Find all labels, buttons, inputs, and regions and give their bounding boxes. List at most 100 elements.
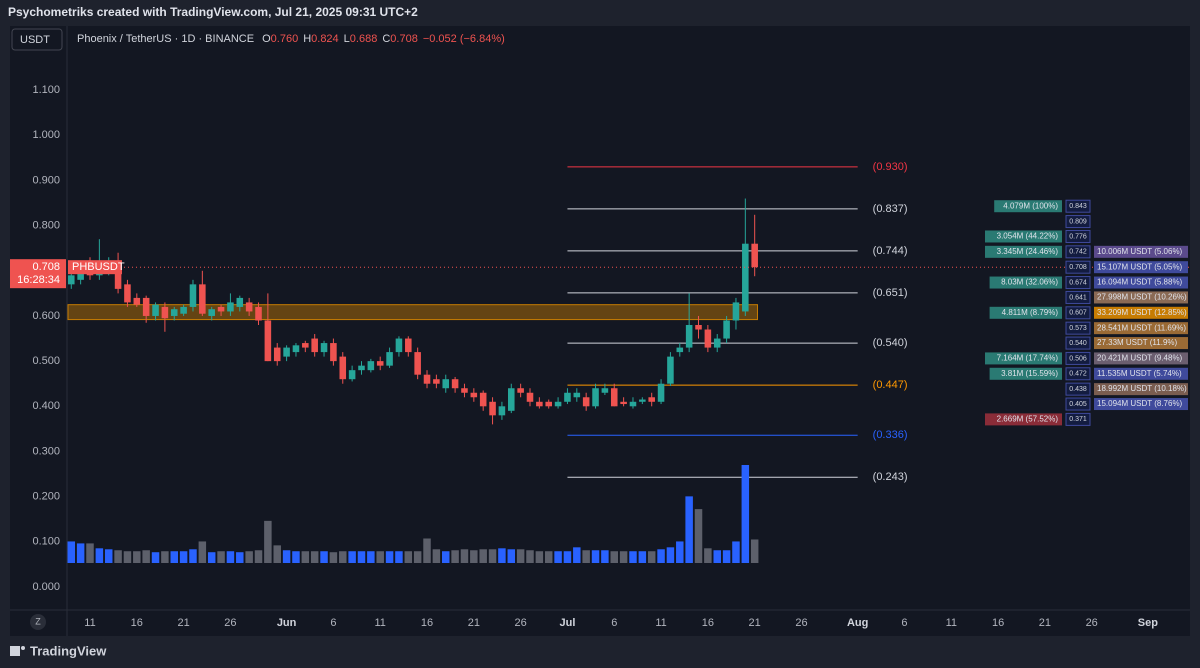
profile-left: 3.345M (24.46%) bbox=[997, 247, 1059, 256]
currency-button[interactable] bbox=[11, 28, 63, 51]
fib-label: (0.744) bbox=[873, 245, 908, 257]
candle-body bbox=[292, 345, 300, 353]
candle-body bbox=[273, 347, 281, 362]
profile-right: 15.094M USDT (8.76%) bbox=[1097, 399, 1183, 408]
ohlc-key: O bbox=[262, 33, 271, 45]
x-tick-label: 16 bbox=[421, 617, 433, 629]
volume-bar bbox=[301, 551, 310, 563]
candle-body bbox=[170, 309, 178, 316]
ohlc-value: 0.688 bbox=[350, 33, 378, 45]
symbol-tag bbox=[68, 260, 122, 275]
profile-price-cell bbox=[1065, 397, 1091, 411]
ohlc-value: 0.708 bbox=[390, 33, 418, 45]
symbol-legend: Phoenix / TetherUS · 1D · BINANCE O0.760 H… bbox=[77, 33, 505, 45]
profile-price: 0.708 bbox=[1069, 264, 1087, 271]
volume-bar bbox=[554, 551, 562, 563]
profile-right-box bbox=[1094, 367, 1188, 380]
volume-bar bbox=[376, 551, 384, 563]
candle-body bbox=[133, 297, 141, 305]
candle-body bbox=[367, 361, 375, 371]
volume-bar bbox=[470, 550, 478, 563]
profile-right-box bbox=[1094, 383, 1188, 396]
profile-right: 18.992M USDT (10.18%) bbox=[1097, 384, 1187, 393]
brand-logo bbox=[10, 646, 25, 656]
profile-right: 16.094M USDT (5.88%) bbox=[1097, 278, 1183, 287]
y-tick-label: 0.600 bbox=[32, 310, 60, 322]
profile-right: 10.006M USDT (5.06%) bbox=[1097, 247, 1183, 256]
profile-price: 0.809 bbox=[1069, 218, 1087, 225]
volume-bar bbox=[413, 551, 422, 563]
volume-bar bbox=[67, 541, 76, 563]
candle-body bbox=[208, 309, 215, 316]
candle-body bbox=[620, 401, 627, 405]
x-tick-label: 6 bbox=[901, 617, 907, 629]
candle-body bbox=[114, 261, 122, 289]
currency-button-label[interactable]: USDT bbox=[20, 34, 50, 46]
profile-left: 4.079M (100%) bbox=[1003, 201, 1058, 210]
candle-body bbox=[433, 379, 440, 384]
volume-bar bbox=[451, 550, 459, 563]
candle-body bbox=[423, 374, 431, 384]
fib-label: (0.243) bbox=[873, 471, 908, 483]
profile-right: 27.998M USDT (10.26%) bbox=[1097, 293, 1187, 302]
x-tick-label: 26 bbox=[224, 617, 236, 629]
x-tick-label: 11 bbox=[84, 617, 95, 629]
volume-bar bbox=[544, 551, 553, 563]
candle-body bbox=[639, 399, 646, 402]
zoom-button-label[interactable]: Z bbox=[35, 616, 41, 626]
logo-mark bbox=[21, 646, 25, 650]
profile-right-box bbox=[1094, 306, 1188, 319]
profile-price: 0.405 bbox=[1069, 401, 1087, 408]
volume-bar bbox=[647, 551, 656, 563]
candle-body bbox=[302, 343, 309, 348]
volume-bar bbox=[732, 541, 740, 563]
x-tick-label: 16 bbox=[131, 617, 143, 629]
profile-left-box bbox=[985, 352, 1062, 365]
profile-left-box bbox=[989, 306, 1062, 319]
candle-body bbox=[573, 392, 581, 398]
candle-body bbox=[582, 397, 590, 407]
candle-body bbox=[517, 388, 524, 393]
volume-bar bbox=[236, 552, 244, 563]
candle-body bbox=[470, 392, 478, 398]
fib-label: (0.540) bbox=[873, 337, 908, 349]
volume-bar bbox=[198, 541, 207, 563]
volume-bar bbox=[432, 549, 441, 563]
zoom-button[interactable] bbox=[30, 614, 46, 630]
candle-body bbox=[742, 243, 749, 312]
candle-body bbox=[142, 297, 150, 316]
candle-body bbox=[442, 379, 450, 389]
profile-price: 0.506 bbox=[1069, 355, 1087, 362]
candle-body bbox=[217, 306, 225, 312]
profile-left-box bbox=[985, 245, 1062, 258]
volume-bar bbox=[123, 551, 132, 563]
volume-bar bbox=[657, 549, 665, 563]
volume-bar bbox=[442, 551, 450, 563]
volume-bar bbox=[563, 551, 572, 563]
candle-body bbox=[676, 347, 684, 353]
volume-bar bbox=[713, 550, 721, 563]
profile-price-cell bbox=[1065, 245, 1091, 259]
x-tick-label: 11 bbox=[655, 617, 666, 629]
profile-price: 0.674 bbox=[1069, 279, 1087, 286]
profile-right: 27.33M USDT (11.9%) bbox=[1097, 338, 1178, 347]
profile-price-cell bbox=[1065, 382, 1091, 396]
volume-bar bbox=[610, 551, 618, 563]
chart-area bbox=[10, 26, 1190, 636]
x-tick-label: 26 bbox=[515, 617, 527, 629]
fib-label: (0.336) bbox=[873, 429, 908, 441]
y-tick-label: 0.800 bbox=[32, 220, 60, 232]
ohlc-value: 0.760 bbox=[271, 33, 299, 45]
volume-bar bbox=[367, 551, 375, 563]
candle-body bbox=[564, 392, 571, 402]
x-tick-label: 16 bbox=[702, 617, 714, 629]
y-tick-label: 1.100 bbox=[32, 84, 60, 96]
candle-body bbox=[489, 401, 496, 416]
volume-bar bbox=[629, 551, 637, 563]
price-tag bbox=[10, 259, 66, 289]
x-tick-label: 6 bbox=[330, 617, 336, 629]
volume-bar bbox=[339, 551, 347, 563]
volume-bar bbox=[498, 548, 506, 563]
volume-bar bbox=[573, 547, 581, 563]
candle-body bbox=[152, 304, 159, 316]
